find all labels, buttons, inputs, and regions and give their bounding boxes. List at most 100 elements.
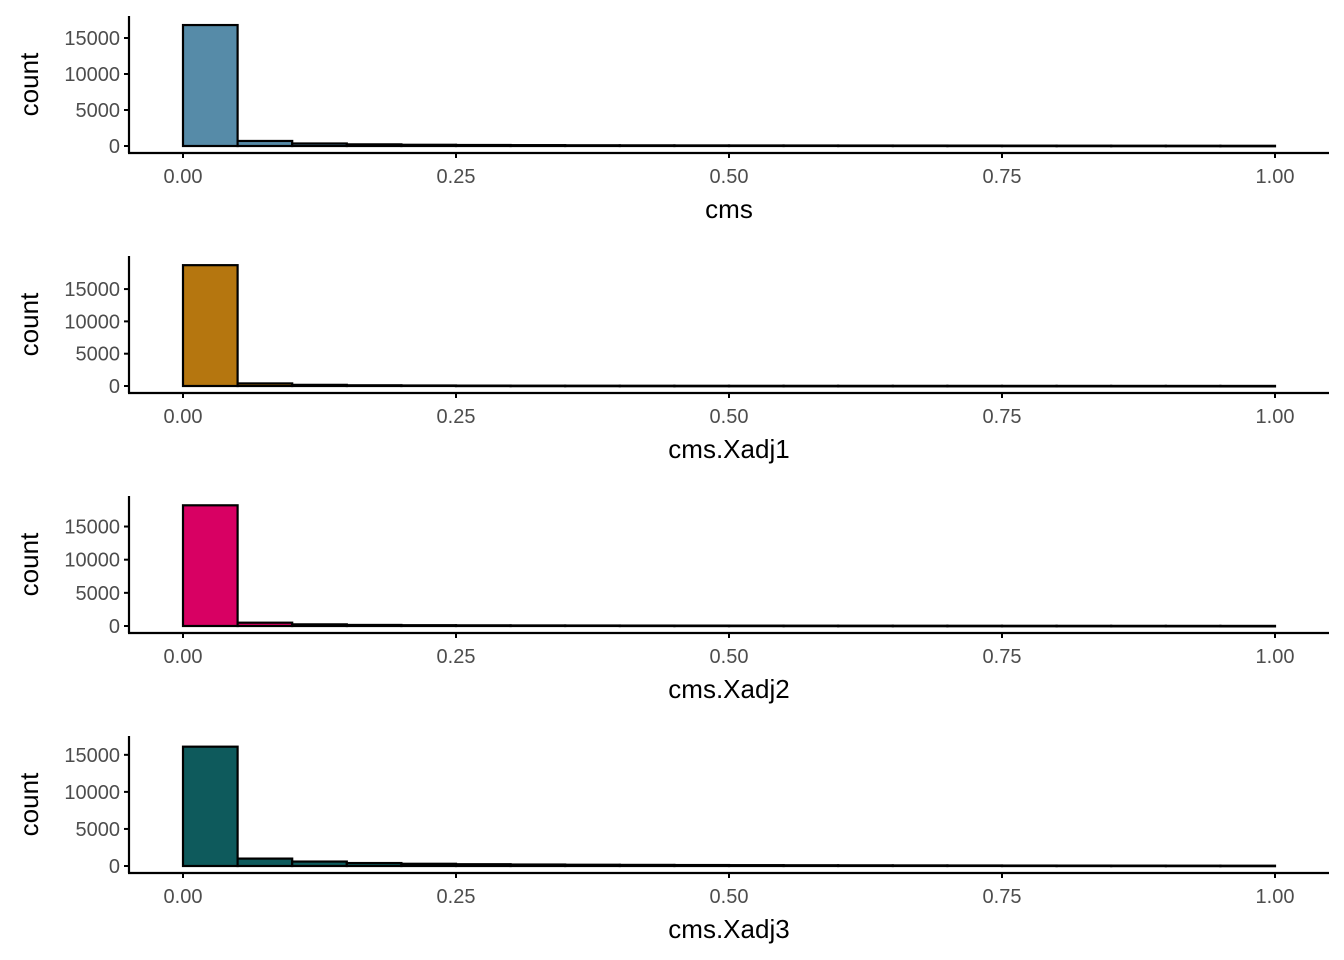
x-tick-label: 0.00 bbox=[164, 886, 203, 908]
y-tick-label: 15000 bbox=[64, 279, 120, 301]
histogram-bar bbox=[1110, 384, 1167, 388]
histogram-bar bbox=[454, 143, 512, 148]
histogram-bar bbox=[1055, 144, 1113, 148]
histogram-bar bbox=[345, 623, 403, 628]
histogram-panel-2: 0 5000 10000 15000 0.00 0.25 0.50 0.75 1.00 cms.X… bbox=[14, 256, 1329, 464]
y-tick-label: 5000 bbox=[76, 819, 121, 841]
histogram-bar bbox=[782, 144, 840, 148]
y-axis-title: count bbox=[14, 292, 44, 356]
histogram-bar bbox=[564, 384, 621, 388]
histogram-bar bbox=[564, 624, 621, 628]
histogram-bar bbox=[564, 863, 621, 868]
y-tick-label: 5000 bbox=[76, 100, 121, 122]
x-tick-label: 1.00 bbox=[1256, 886, 1295, 908]
x-tick-label: 0.50 bbox=[710, 406, 749, 428]
y-tick-label: 10000 bbox=[64, 782, 120, 804]
histogram-bar bbox=[618, 144, 676, 148]
x-tick-label: 0.50 bbox=[710, 646, 749, 668]
x-axis-title: cms.Xadj3 bbox=[668, 914, 789, 944]
histogram-panel-4: 0 5000 10000 15000 0.00 0.25 0.50 0.75 1.00 cms.X… bbox=[14, 736, 1329, 944]
histogram-bar bbox=[236, 139, 294, 148]
x-axis-title: cms.Xadj2 bbox=[668, 674, 789, 704]
histogram-bar bbox=[400, 862, 458, 868]
histogram-bar bbox=[946, 144, 1004, 148]
histogram-bar bbox=[236, 382, 294, 388]
histogram-bar bbox=[618, 863, 676, 868]
histogram-bar bbox=[837, 384, 894, 388]
y-tick-label: 0 bbox=[109, 136, 120, 158]
y-tick-label: 10000 bbox=[64, 550, 120, 572]
histogram-bar bbox=[181, 23, 239, 148]
histogram-bar bbox=[1164, 864, 1222, 868]
histogram-bar bbox=[1000, 624, 1058, 628]
histogram-bar bbox=[1164, 624, 1222, 628]
x-tick-label: 0.75 bbox=[983, 646, 1022, 668]
x-tick-label: 0.75 bbox=[983, 886, 1022, 908]
y-tick-label: 15000 bbox=[64, 745, 120, 767]
histogram-bar bbox=[891, 144, 949, 148]
histogram-bar bbox=[1110, 624, 1167, 628]
histogram-bar bbox=[1055, 384, 1113, 388]
histogram-bar bbox=[291, 623, 348, 628]
histogram-bar bbox=[345, 143, 403, 148]
histogram-bar bbox=[181, 745, 239, 868]
x-tick-label: 0.50 bbox=[710, 886, 749, 908]
histogram-bar bbox=[454, 624, 512, 628]
y-tick-label: 10000 bbox=[64, 311, 120, 333]
histogram-bar bbox=[727, 144, 785, 148]
histogram-bar bbox=[564, 144, 621, 148]
histogram-bar bbox=[837, 624, 894, 628]
histogram-bar bbox=[946, 864, 1004, 868]
histogram-bar bbox=[727, 624, 785, 628]
y-tick-label: 15000 bbox=[64, 517, 120, 539]
histogram-bar bbox=[673, 144, 731, 148]
y-tick-label: 0 bbox=[109, 616, 120, 638]
y-tick-label: 15000 bbox=[64, 28, 120, 50]
histogram-bar bbox=[673, 863, 731, 868]
x-tick-label: 0.25 bbox=[437, 646, 476, 668]
histogram-bar bbox=[837, 144, 894, 148]
histogram-bar bbox=[400, 624, 458, 628]
histogram-bar bbox=[509, 144, 567, 148]
histogram-bar bbox=[946, 624, 1004, 628]
histogram-bar bbox=[181, 264, 239, 388]
x-tick-label: 0.00 bbox=[164, 406, 203, 428]
histogram-bar bbox=[509, 863, 567, 868]
histogram-bar bbox=[1000, 384, 1058, 388]
histogram-bar bbox=[181, 504, 239, 628]
histogram-bar bbox=[891, 384, 949, 388]
y-tick-label: 5000 bbox=[76, 583, 121, 605]
histogram-bar bbox=[891, 624, 949, 628]
y-tick-label: 5000 bbox=[76, 344, 121, 366]
y-axis-title: count bbox=[14, 52, 44, 116]
x-tick-label: 0.75 bbox=[983, 166, 1022, 188]
histogram-bar bbox=[509, 624, 567, 628]
histogram-bar bbox=[673, 384, 731, 388]
x-tick-label: 0.75 bbox=[983, 406, 1022, 428]
x-tick-label: 0.25 bbox=[437, 166, 476, 188]
y-axis-title: count bbox=[14, 772, 44, 836]
histogram-panel-1: 0 5000 10000 15000 0.00 0.25 0.50 0.75 1.00 cms co… bbox=[14, 16, 1329, 224]
histogram-bar bbox=[1110, 144, 1167, 148]
x-tick-label: 0.00 bbox=[164, 166, 203, 188]
histogram-bar bbox=[782, 864, 840, 868]
histogram-bar bbox=[782, 624, 840, 628]
x-tick-label: 0.25 bbox=[437, 886, 476, 908]
y-tick-label: 10000 bbox=[64, 64, 120, 86]
x-tick-label: 1.00 bbox=[1256, 406, 1295, 428]
histogram-bar bbox=[1164, 144, 1222, 148]
histogram-bar bbox=[345, 384, 403, 388]
x-tick-label: 1.00 bbox=[1256, 166, 1295, 188]
histogram-bar bbox=[291, 860, 348, 868]
x-axis-title: cms bbox=[705, 194, 753, 224]
x-tick-label: 1.00 bbox=[1256, 646, 1295, 668]
x-tick-label: 0.50 bbox=[710, 166, 749, 188]
histogram-bar bbox=[1055, 864, 1113, 868]
histogram-panel-3: 0 5000 10000 15000 0.00 0.25 0.50 0.75 1.00 cms.X… bbox=[14, 496, 1329, 704]
y-tick-label: 0 bbox=[109, 376, 120, 398]
histogram-bar bbox=[454, 863, 512, 868]
x-tick-label: 0.25 bbox=[437, 406, 476, 428]
y-tick-label: 0 bbox=[109, 856, 120, 878]
histogram-bar bbox=[946, 384, 1004, 388]
